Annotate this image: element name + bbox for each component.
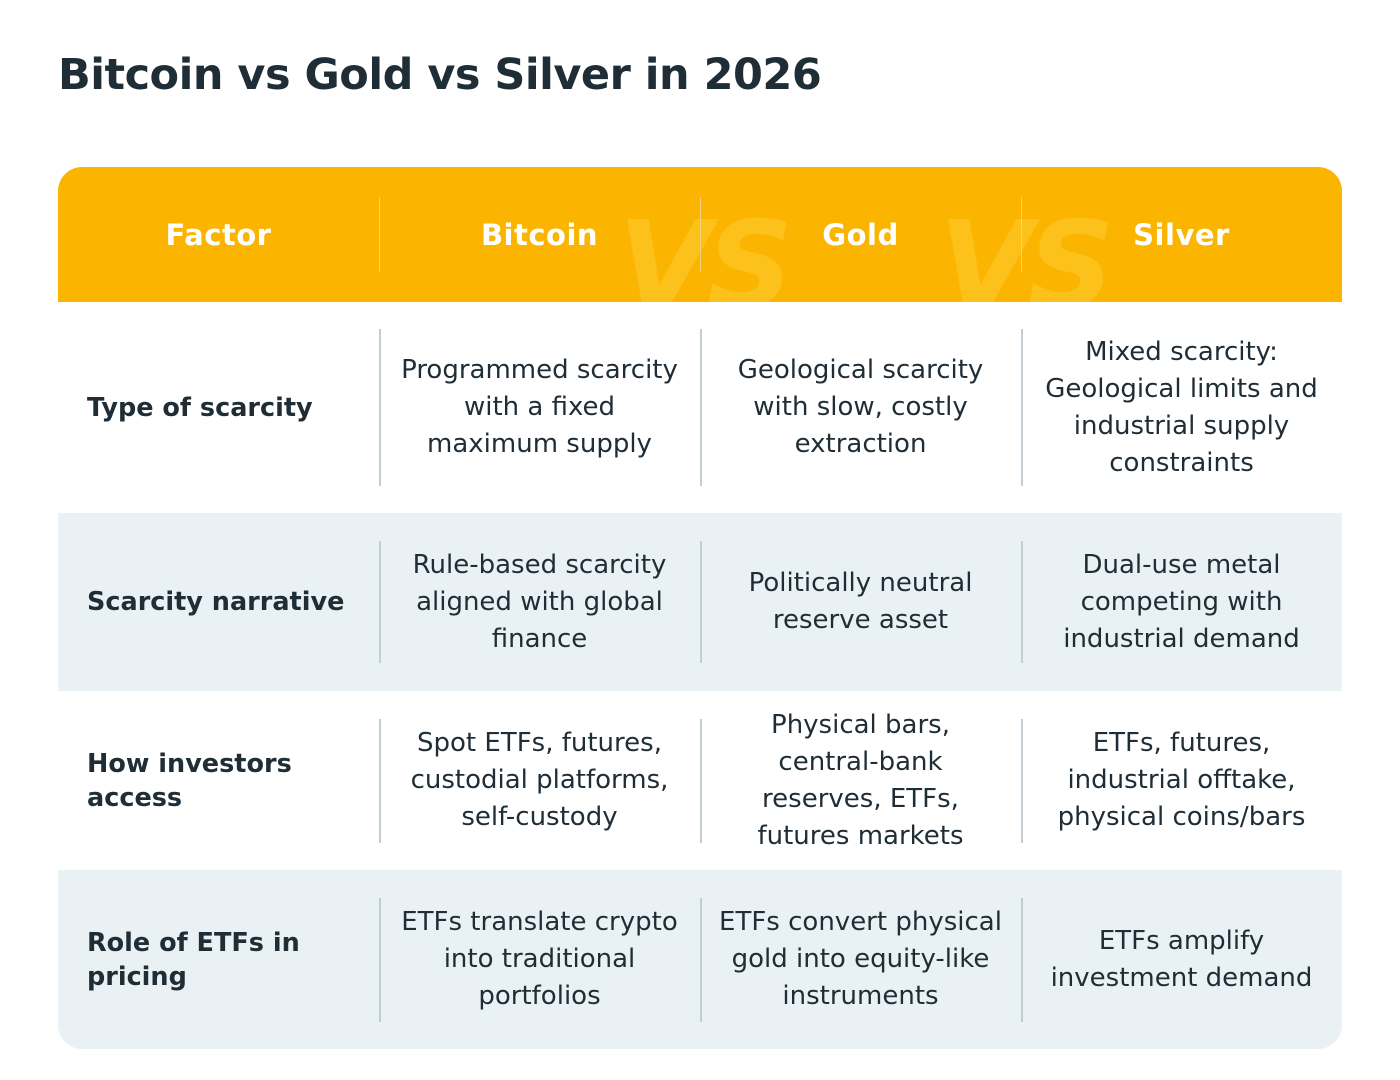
- cell-silver: Mixed scarcity: Geological limits and in…: [1045, 336, 1318, 478]
- page-title: Bitcoin vs Gold vs Silver in 2026: [58, 50, 822, 100]
- vs-watermark: VS: [618, 197, 793, 303]
- cell-divider: [1021, 541, 1023, 663]
- table-row: Scarcity narrative Rule-based scarcity a…: [58, 513, 1342, 691]
- cell-gold: Physical bars, central-bank reserves, ET…: [757, 709, 964, 851]
- cell-divider: [700, 898, 702, 1022]
- comparison-table: VS VS Factor Bitcoin Gold Silver Type of…: [58, 167, 1342, 1049]
- cell-divider: [1021, 719, 1023, 843]
- cell-divider: [1021, 898, 1023, 1022]
- cell-divider: [1021, 329, 1023, 486]
- cell-divider: [700, 329, 702, 486]
- header-divider: [1021, 197, 1022, 272]
- cell-gold: Geological scarcity with slow, costly ex…: [737, 355, 984, 459]
- cell-divider: [379, 329, 381, 486]
- header-factor: Factor: [165, 217, 272, 252]
- cell-bitcoin: Rule-based scarcity aligned with global …: [412, 549, 667, 654]
- cell-silver: ETFs, futures, industrial offtake, physi…: [1057, 728, 1306, 832]
- table-row: Role of ETFs in pricing ETFs translate c…: [58, 870, 1342, 1049]
- cell-bitcoin: ETFs translate crypto into traditional p…: [401, 907, 678, 1011]
- cell-silver: ETFs amplify investment demand: [1050, 925, 1313, 993]
- cell-divider: [379, 541, 381, 663]
- header-silver: Silver: [1133, 217, 1230, 252]
- cell-divider: [379, 719, 381, 843]
- cell-divider: [379, 898, 381, 1022]
- cell-divider: [700, 541, 702, 663]
- header-divider: [379, 197, 380, 272]
- cell-gold: ETFs convert physical gold into equity-l…: [719, 907, 1002, 1011]
- cell-bitcoin: Spot ETFs, futures, custodial platforms,…: [410, 728, 669, 832]
- cell-divider: [700, 719, 702, 843]
- header-divider: [700, 197, 701, 272]
- row-label: Scarcity narrative: [87, 587, 345, 617]
- row-label: How investors access: [87, 748, 292, 813]
- table-row: Type of scarcity Programmed scarcity wit…: [58, 302, 1342, 513]
- cell-silver: Dual-use metal competing with industrial…: [1063, 549, 1300, 654]
- header-gold: Gold: [822, 217, 899, 252]
- cell-bitcoin: Programmed scarcity with a fixed maximum…: [401, 355, 678, 459]
- table-header: VS VS Factor Bitcoin Gold Silver: [58, 167, 1342, 302]
- cell-gold: Politically neutral reserve asset: [748, 568, 973, 635]
- vs-watermark: VS: [939, 197, 1114, 303]
- table-row: How investors access Spot ETFs, futures,…: [58, 691, 1342, 870]
- row-label: Role of ETFs in pricing: [87, 927, 300, 992]
- row-label: Type of scarcity: [87, 392, 313, 423]
- header-bitcoin: Bitcoin: [480, 217, 599, 252]
